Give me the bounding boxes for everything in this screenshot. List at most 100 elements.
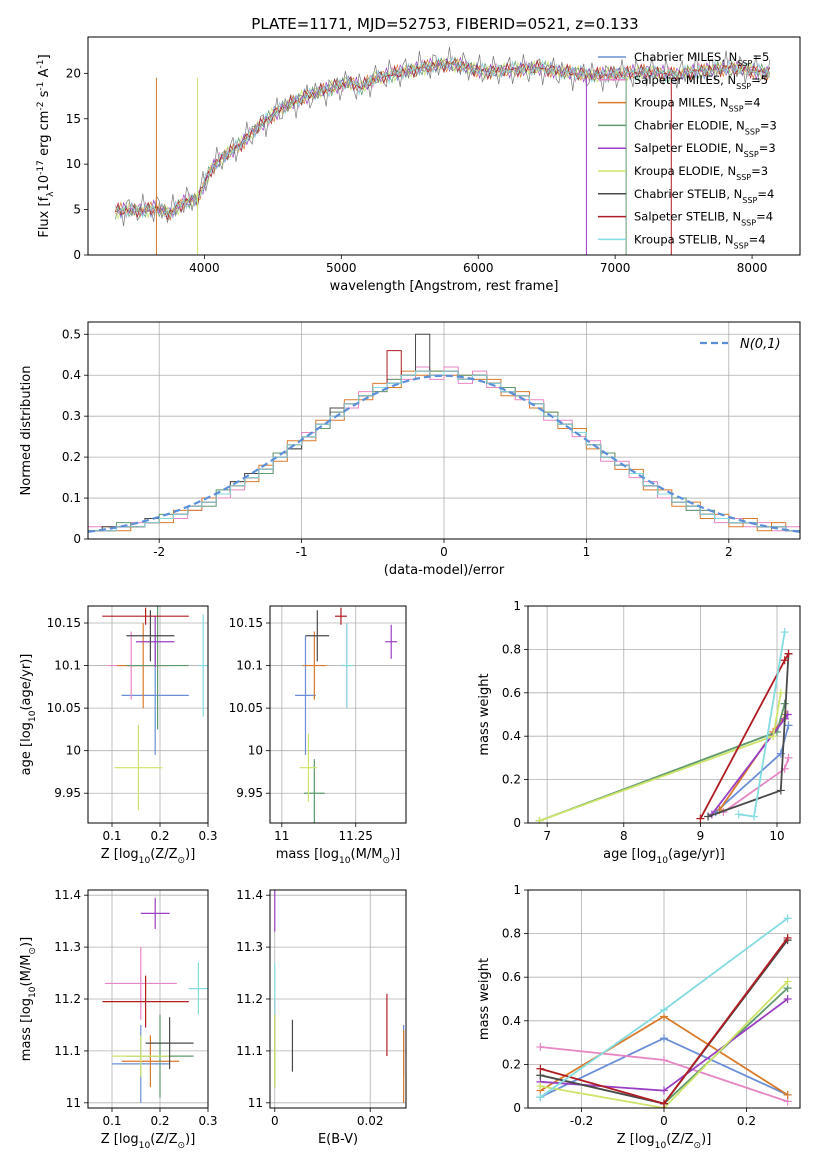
y-tick-label: 0.4 — [62, 368, 81, 382]
figure-title: PLATE=1171, MJD=52753, FIBERID=0521, z=0… — [251, 15, 638, 33]
weight_vs_Z-panel: -0.2 0 0.2 0 0.2 0.4 0.6 0.8 1 Z [log10(Z/Z⊙)] mas… — [477, 883, 801, 1151]
age_vs_mass-panel: 11 11.25 9.95 10 10.05 10.1 10.15 mass [log10(M… — [229, 605, 407, 866]
y-tick-label: 20 — [66, 66, 81, 80]
y-tick-label: 10 — [248, 744, 263, 758]
x-tick-label: 10 — [769, 829, 784, 843]
legend-label: Kroupa MILES, NSSP=4 — [634, 96, 761, 114]
weight-marker — [704, 812, 713, 821]
legend-label: Chabrier STELIB, NSSP=4 — [634, 187, 774, 205]
y-tick-label: 11.4 — [54, 888, 81, 902]
weight-marker — [536, 1042, 545, 1051]
residuals-xlabel: (data-model)/error — [384, 563, 505, 578]
mass_vs_Z-ylabel: mass [log10(M/M⊙)] — [19, 937, 38, 1061]
y-tick-label: 9.95 — [54, 786, 81, 800]
y-tick-label: 11.1 — [54, 1044, 81, 1058]
weight-marker — [536, 1064, 545, 1073]
x-tick-label: 4000 — [189, 261, 220, 275]
y-tick-label: 0.6 — [502, 686, 521, 700]
x-tick-label: 0 — [271, 1114, 279, 1128]
x-tick-label: 2 — [725, 545, 733, 559]
x-tick-label: 8000 — [737, 261, 768, 275]
spectrum-line — [115, 56, 771, 219]
legend-label: Chabrier ELODIE, NSSP=3 — [634, 118, 777, 136]
legend-label: N(0,1) — [740, 337, 781, 352]
x-tick-label: 5000 — [326, 261, 357, 275]
legend-label: Kroupa ELODIE, NSSP=3 — [634, 164, 768, 182]
spectrum-xlabel: wavelength [Angstrom, rest frame] — [330, 279, 559, 294]
y-tick-label: 0 — [73, 532, 81, 546]
age_vs_Z-data — [102, 606, 208, 811]
age_vs_mass-data — [295, 607, 398, 823]
x-tick-label: 7000 — [600, 261, 631, 275]
weight-marker — [776, 786, 785, 795]
weight-marker — [783, 977, 792, 986]
y-tick-label: 11.3 — [54, 940, 81, 954]
weight-marker — [660, 1005, 668, 1014]
y-tick-label: 10.05 — [229, 701, 263, 715]
weight-marker — [769, 732, 778, 741]
residual-histogram — [88, 370, 800, 532]
spectrum-frame — [87, 36, 801, 256]
weight_vs_age-data — [535, 628, 793, 823]
mass_vs_Z-panel: 0.1 0.2 0.3 11 11.1 11.2 11.3 11.4 Z [log10(Z/Z⊙… — [19, 888, 218, 1151]
weight-line — [539, 692, 782, 822]
weight-marker — [535, 816, 544, 823]
age_vs_Z-frame — [87, 605, 209, 824]
age_vs_Z-ylabel: age [log10(age/yr)] — [19, 654, 38, 776]
weight-marker — [660, 1056, 668, 1065]
weight_vs_age-xlabel: age [log10(age/yr)] — [603, 847, 725, 866]
x-tick-label: 0.2 — [150, 829, 169, 843]
y-tick-label: 11 — [248, 1096, 263, 1110]
weight_vs_age-frame — [527, 605, 801, 824]
x-tick-label: 0.1 — [102, 829, 121, 843]
weight-line — [711, 713, 789, 815]
y-tick-label: 0.2 — [502, 1057, 521, 1071]
legend-label: Kroupa STELIB, NSSP=4 — [634, 232, 766, 250]
x-tick-label: 9 — [697, 829, 705, 843]
mass_vs_EBV-data — [274, 890, 405, 1103]
y-tick-label: 0.2 — [502, 773, 521, 787]
y-tick-label: 0.8 — [502, 927, 521, 941]
weight_vs_age-panel: 7 8 9 10 0 0.2 0.4 0.6 0.8 1 age [log10(age/yr)] ma… — [477, 599, 801, 866]
weight-marker — [750, 812, 759, 821]
x-tick-label: 11.25 — [339, 829, 373, 843]
x-tick-label: 0.3 — [198, 1114, 217, 1128]
legend-label: Salpeter STELIB, NSSP=4 — [634, 210, 773, 228]
y-tick-label: 1 — [513, 883, 521, 897]
weight-marker — [734, 810, 743, 819]
y-tick-label: 10.1 — [54, 659, 81, 673]
residuals-ylabel: Normed distribution — [19, 366, 34, 496]
x-tick-label: -2 — [153, 545, 165, 559]
x-tick-label: 6000 — [463, 261, 494, 275]
weight-marker — [536, 1082, 545, 1091]
y-tick-label: 11.2 — [54, 992, 81, 1006]
x-tick-label: 0.2 — [150, 1114, 169, 1128]
y-tick-label: 10.15 — [47, 616, 81, 630]
weight-line — [539, 703, 786, 822]
x-tick-label: 0.2 — [737, 1114, 756, 1128]
weight-marker — [660, 1099, 668, 1108]
spectrum-legend: Chabrier MILES, NSSP=5 Salpeter MILES, NS… — [598, 50, 777, 250]
weight-marker — [784, 753, 793, 762]
age_vs_Z-xlabel: Z [log10(Z/Z⊙)] — [101, 847, 196, 866]
y-tick-label: 0.1 — [62, 491, 81, 505]
legend-label: Chabrier MILES, NSSP=5 — [634, 50, 769, 68]
weight-marker — [776, 688, 785, 697]
weight-marker — [783, 995, 792, 1003]
y-tick-label: 11.1 — [236, 1044, 263, 1058]
spectrum-panel: 4000 5000 6000 7000 8000 0 5 10 15 20 wavelength [… — [36, 36, 801, 294]
y-tick-label: 15 — [66, 112, 81, 126]
x-tick-label: 11 — [274, 829, 289, 843]
mass_vs_Z-xlabel: Z [log10(Z/Z⊙)] — [101, 1132, 196, 1151]
y-tick-label: 5 — [73, 203, 81, 217]
weight-marker — [784, 721, 793, 730]
x-tick-label: 8 — [620, 829, 628, 843]
weight-marker — [780, 656, 789, 665]
weight_vs_Z-xlabel: Z [log10(Z/Z⊙)] — [617, 1132, 712, 1151]
spectrum-line — [115, 56, 771, 220]
y-tick-label: 0 — [73, 248, 81, 262]
y-tick-label: 0.3 — [62, 409, 81, 423]
residual-legend: N(0,1) — [700, 337, 781, 352]
y-tick-label: 11.2 — [236, 992, 263, 1006]
